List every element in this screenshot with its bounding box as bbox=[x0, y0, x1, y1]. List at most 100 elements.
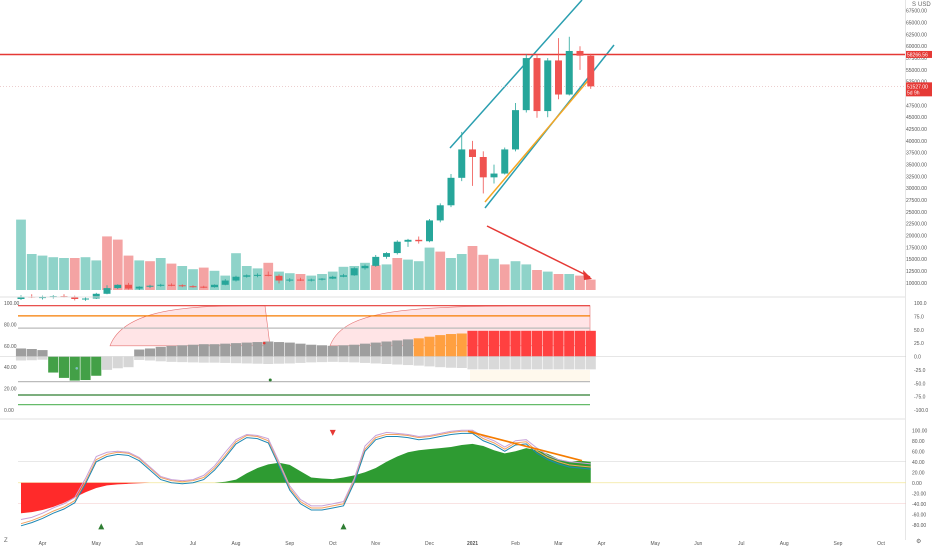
candle-body bbox=[522, 58, 530, 111]
osc2-tick: 40.00 bbox=[912, 460, 925, 466]
osc1-mirror-bar bbox=[488, 356, 500, 370]
osc1-mirror-bar bbox=[359, 356, 371, 363]
volume-bar bbox=[166, 263, 177, 290]
candle-body bbox=[254, 274, 261, 276]
osc1-left-tick: 20.00 bbox=[4, 387, 17, 393]
osc2-positive-area bbox=[21, 443, 591, 483]
volume-bar bbox=[435, 251, 446, 290]
time-tick-label: Sep bbox=[285, 541, 294, 547]
osc1-right-tick: 0.0 bbox=[914, 355, 921, 361]
time-tick-label: Jul bbox=[190, 541, 196, 547]
osc1-right-tick: 50.0 bbox=[914, 328, 924, 334]
osc1-bar bbox=[435, 335, 446, 357]
osc1-shade bbox=[470, 369, 590, 382]
candle-body bbox=[318, 278, 326, 280]
candle-body bbox=[307, 279, 315, 281]
osc1-mirror-bar bbox=[144, 356, 156, 361]
osc1-bar bbox=[381, 341, 392, 357]
volume-bar bbox=[37, 255, 48, 290]
volume-bar bbox=[542, 271, 553, 290]
osc1-mirror-bar bbox=[467, 356, 478, 370]
osc1-bar bbox=[359, 343, 371, 357]
volume-bar bbox=[177, 266, 188, 290]
volume-bar bbox=[413, 261, 424, 290]
candle-body bbox=[103, 288, 111, 294]
price-tick-label: 45000.00 bbox=[906, 115, 927, 121]
time-tick-label: Feb bbox=[511, 541, 520, 547]
time-tick-label: Jul bbox=[738, 541, 744, 547]
volume-bar bbox=[263, 262, 274, 290]
candle-body bbox=[501, 149, 509, 174]
osc1-mirror-bar bbox=[177, 356, 188, 363]
osc1-bar bbox=[80, 356, 91, 381]
last-price-label: 51527.00 bbox=[907, 84, 928, 90]
time-axis[interactable]: Apr May Jun Jul Aug Sep Oct Nov Dec 2021 Feb Mar Apr… bbox=[39, 541, 886, 547]
candle-body bbox=[555, 60, 562, 95]
price-tick-label: 25000.00 bbox=[906, 210, 927, 216]
volume-bar bbox=[521, 264, 532, 290]
osc1-mirror-bar bbox=[295, 356, 306, 363]
time-tick-label: May bbox=[651, 541, 661, 547]
osc1-bar bbox=[424, 336, 435, 357]
volume-bar bbox=[349, 266, 360, 290]
volume-bar bbox=[295, 274, 306, 290]
candle-body bbox=[329, 276, 337, 279]
osc1-mirror-bar bbox=[553, 356, 564, 370]
time-tick-label: Jun bbox=[135, 541, 143, 547]
price-tick-label: 12500.00 bbox=[906, 269, 927, 275]
osc1-bar bbox=[370, 342, 381, 357]
osc1-right-tick: 75.0 bbox=[914, 314, 924, 320]
candle-body bbox=[576, 50, 584, 56]
candle-body bbox=[533, 58, 541, 112]
volume-bar bbox=[26, 254, 37, 290]
time-tick-label: 2021 bbox=[467, 541, 478, 547]
price-tick-label: 37500.00 bbox=[906, 151, 927, 157]
price-tick-label: 32500.00 bbox=[906, 174, 927, 180]
volume-bar bbox=[252, 268, 263, 290]
candle-body bbox=[189, 286, 197, 288]
resistance-tag bbox=[906, 50, 932, 58]
osc1-mirror-bar bbox=[445, 356, 457, 368]
settings-icon[interactable]: ⚙ bbox=[916, 539, 922, 545]
osc1-bar bbox=[521, 330, 532, 357]
volume-bar bbox=[59, 258, 69, 290]
osc1-right-tick: -25.0 bbox=[914, 368, 926, 374]
time-tick-label: Apr bbox=[39, 541, 47, 547]
osc1-bar bbox=[445, 334, 457, 357]
time-tick-label: Dec bbox=[425, 541, 434, 547]
osc1-mirror-bar bbox=[564, 356, 575, 370]
candle-body bbox=[447, 177, 455, 206]
candle-body bbox=[286, 279, 294, 281]
timezone-glyph[interactable]: Z bbox=[4, 538, 8, 544]
volume-bar bbox=[16, 219, 26, 290]
osc2-fast-line bbox=[20, 429, 591, 520]
osc1-bar bbox=[155, 346, 166, 357]
volume-bar bbox=[510, 261, 521, 290]
oscillator-pane-1[interactable]: 100.00 80.00 60.00 40.00 20.00 0.00 100.0 75.0 5… bbox=[0, 301, 928, 414]
volume-bar bbox=[424, 247, 435, 290]
oscillator-pane-2[interactable]: 100.00 80.00 60.00 40.00 20.00 0.00 -20.00 -40.… bbox=[18, 428, 928, 530]
candle-body bbox=[275, 275, 283, 281]
candle-body bbox=[71, 297, 79, 299]
price-tick-label: 30000.00 bbox=[906, 186, 927, 192]
osc1-bar bbox=[478, 330, 489, 357]
osc1-mirror-bar bbox=[327, 356, 338, 362]
osc2-tick: -60.00 bbox=[912, 512, 926, 518]
osc1-bar bbox=[327, 345, 338, 357]
price-tick-label: 20000.00 bbox=[906, 234, 927, 240]
candle-body bbox=[512, 110, 519, 150]
scale-mode-glyph[interactable]: S bbox=[912, 2, 917, 8]
candle-body bbox=[135, 286, 143, 289]
osc1-mirror-bar bbox=[424, 356, 435, 367]
osc1-bar bbox=[316, 345, 328, 357]
candle-body bbox=[200, 286, 208, 288]
volume-bar bbox=[209, 270, 220, 290]
osc1-mirror-bar bbox=[456, 356, 467, 369]
volume-bar bbox=[80, 257, 91, 290]
osc1-mirror-bar bbox=[198, 356, 209, 363]
candle-body bbox=[264, 274, 272, 276]
volume-bar bbox=[231, 253, 241, 290]
osc1-dot bbox=[262, 341, 266, 345]
